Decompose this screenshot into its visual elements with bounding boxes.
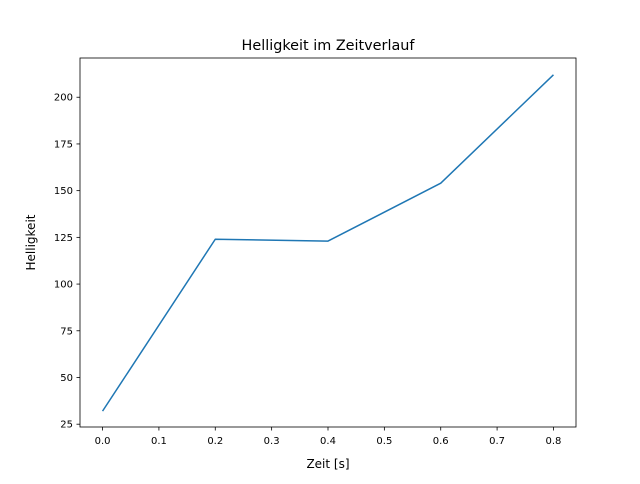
- x-tick-label: 0.2: [207, 436, 223, 447]
- x-tick-label: 0.5: [376, 436, 392, 447]
- x-tick-label: 0.7: [489, 436, 505, 447]
- x-tick-label: 0.6: [433, 436, 449, 447]
- y-tick-label: 50: [60, 373, 73, 384]
- y-axis-label: Helligkeit: [24, 214, 38, 270]
- y-tick-label: 100: [54, 280, 73, 291]
- y-tick-label: 25: [60, 420, 73, 431]
- series-line: [101, 74, 554, 412]
- x-tick-label: 0.0: [95, 436, 111, 447]
- y-tick-label: 200: [54, 93, 73, 104]
- plot-area: [79, 57, 577, 428]
- x-tick-label: 0.3: [264, 436, 280, 447]
- x-tick-label: 0.4: [320, 436, 336, 447]
- y-tick-label: 125: [54, 233, 73, 244]
- y-tick-label: 175: [54, 139, 73, 150]
- x-tick-label: 0.1: [151, 436, 167, 447]
- x-axis-label: Zeit [s]: [306, 457, 349, 471]
- chart-title: Helligkeit im Zeitverlauf: [242, 38, 416, 54]
- y-tick-label: 150: [54, 186, 73, 197]
- y-tick-label: 75: [60, 326, 73, 337]
- x-tick-label: 0.8: [546, 436, 562, 447]
